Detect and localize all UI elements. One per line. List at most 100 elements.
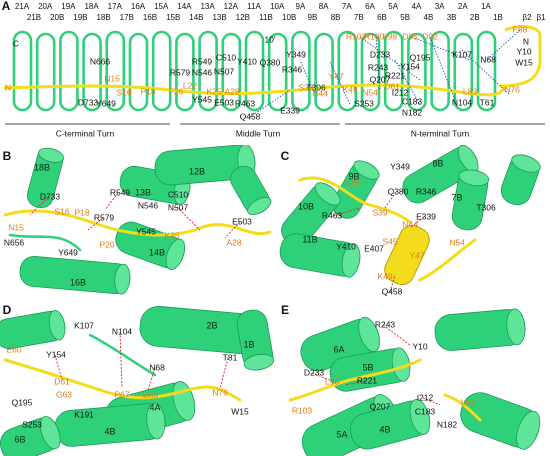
helix-label-bottom: 16B: [143, 13, 157, 22]
cylinder-end: [48, 309, 66, 341]
helix-loop: [35, 32, 56, 112]
helix-cylinder: [300, 316, 380, 372]
helix-cylinder: [460, 392, 541, 450]
residue-label: R463: [322, 210, 343, 220]
helix-loop: [291, 30, 311, 112]
peptide-label: N35: [344, 177, 360, 187]
residue-label: K107: [452, 49, 472, 59]
residue-label: N68: [480, 54, 496, 64]
helix-label: 18B: [34, 162, 50, 172]
cylinder-end: [358, 316, 380, 352]
residue-label: N104: [452, 97, 473, 107]
cylinder-end: [409, 399, 431, 435]
helix-label: 11B: [302, 234, 317, 244]
residue-label: R579: [94, 212, 115, 222]
helix-label-bottom: 4B: [424, 13, 434, 22]
helix-label: 10B: [298, 201, 314, 211]
residue-label: E503: [214, 97, 234, 107]
cylinder-end: [506, 308, 526, 346]
helix-label-top: 15A: [154, 2, 169, 11]
residue-label: N182: [437, 419, 458, 429]
residue-label: R243: [375, 319, 396, 329]
residue-label: Y410: [237, 56, 257, 66]
panel-label: D: [3, 303, 12, 317]
h-bond: [29, 196, 49, 216]
helix-loop: [221, 32, 242, 112]
peptide-label: F88: [513, 24, 528, 34]
residue-label: Y154: [46, 349, 66, 359]
cylinder-body: [19, 256, 131, 294]
helix-label-bottom: 14B: [189, 13, 203, 22]
residue-label: R221: [357, 375, 378, 385]
residue-label: C510: [168, 189, 189, 199]
cylinder-end: [243, 353, 275, 371]
panel-label: C: [281, 149, 290, 163]
peptide-label: L83: [461, 397, 475, 407]
peptide-label: G63: [56, 389, 72, 399]
cylinder-end: [353, 160, 380, 180]
helix-cylinder: [0, 309, 66, 350]
residue-label: K191: [74, 409, 94, 419]
peptide-label: L98: [325, 376, 339, 386]
helix-cylinder: [279, 233, 361, 278]
helix-label: 9B: [348, 171, 359, 181]
helix-cylinder: [230, 165, 272, 216]
peptide-label: S45: [382, 236, 397, 246]
h-bond: [54, 354, 63, 381]
residue-label: E339: [280, 105, 300, 115]
helix-cylinder: [451, 169, 490, 231]
helix-label-top: 7A: [342, 2, 352, 11]
helix-label: 6A: [333, 344, 344, 354]
peptide-label: S16: [54, 206, 69, 216]
helix-label: 5A: [336, 429, 347, 439]
helix-cylinder: [54, 402, 166, 447]
h-bond: [389, 274, 396, 293]
peptide-label: N15: [104, 73, 120, 83]
cylinder-end: [341, 243, 361, 278]
peptide-label: Y47: [328, 71, 343, 81]
beta-strand: [499, 25, 542, 88]
peptide-label: K49: [377, 271, 392, 281]
helix-label-bottom: 2B: [470, 13, 480, 22]
helix-label: 1B: [243, 339, 254, 349]
cylinder-end: [247, 197, 272, 216]
residue-label: Y10: [516, 46, 531, 56]
peptide-label: E60: [6, 344, 21, 354]
helix-label: 6B: [14, 434, 25, 444]
residue-label: T306: [306, 82, 326, 92]
coil: [298, 176, 477, 282]
helix-label-top: 12A: [224, 2, 239, 11]
helix-loop: [244, 30, 265, 112]
contact-line: [487, 29, 521, 60]
residue-label: R346: [282, 64, 303, 74]
residue-label: S253: [354, 98, 374, 108]
peptide-label: D92: [422, 31, 438, 41]
helix-loop: [383, 30, 404, 112]
helix-label-top: 5A: [388, 2, 398, 11]
peptide-label: R103: [346, 31, 367, 41]
helix-cylinder: [19, 256, 131, 295]
contact-line: [429, 36, 456, 101]
peptide-label: K25: [164, 230, 179, 240]
residue-label: N666: [90, 56, 111, 66]
residue-label: N656: [4, 237, 25, 247]
cylinder-end: [516, 410, 541, 450]
helix-label-bottom: 18B: [96, 13, 110, 22]
helix-cylinder: [349, 399, 431, 450]
residue-label: Q458: [382, 286, 403, 296]
helix-label-bottom: 17B: [120, 13, 134, 22]
helix-cylinder: [26, 147, 65, 209]
peptide-label: A28: [226, 237, 241, 247]
helix-loop: [151, 30, 172, 112]
residue-label: D733: [78, 97, 99, 107]
residue-label: Y649: [58, 247, 78, 257]
helix-label-bottom: 9B: [308, 13, 318, 22]
helix-label-top: 3A: [435, 2, 445, 11]
helix-label: 8B: [432, 158, 443, 168]
residue-label: N546: [192, 67, 213, 77]
h-bond: [147, 367, 156, 391]
peptide-label: P18: [74, 207, 89, 217]
helix-label-top: 6A: [365, 2, 375, 11]
residue-label: C183: [415, 406, 436, 416]
helix-label-top: 21A: [15, 2, 30, 11]
